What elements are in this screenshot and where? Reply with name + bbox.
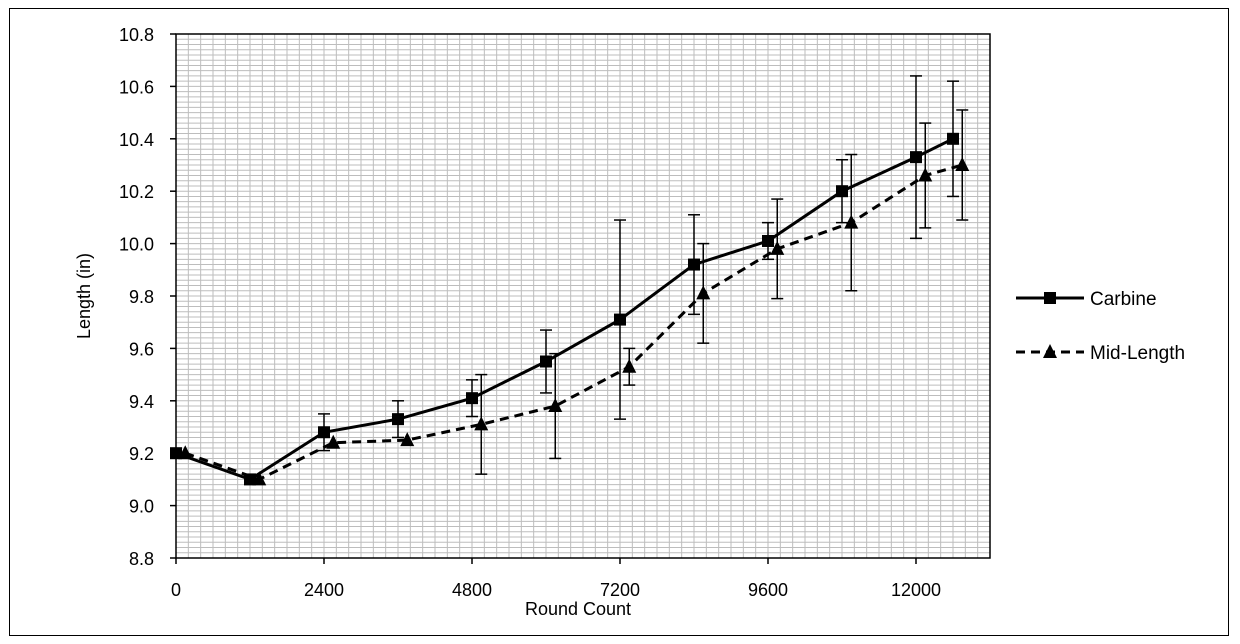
series-line [175,137,954,482]
y-tick-label: 10.8 [119,25,154,45]
data-point [326,434,341,449]
data-point [474,416,489,431]
x-tick-label: 9600 [748,580,788,600]
tick-labels: 8.8 9.0 9.2 9.4 9.6 9.8 10.0 10.2 10.4 10.6 10.8 0 2… [119,25,941,600]
y-tick-label: 10.4 [119,130,154,150]
y-tick-label: 9.2 [129,444,154,464]
legend-label: Mid-Length [1090,343,1185,364]
data-point [540,355,552,368]
y-tick-label: 9.6 [129,339,154,359]
data-point [178,445,193,460]
data-point [318,426,330,439]
x-tick-label: 4800 [452,580,492,600]
data-point [688,258,700,271]
axes [170,33,991,564]
x-tick-label: 2400 [304,580,344,600]
y-tick-label: 10.0 [119,235,154,255]
data-point [947,132,959,145]
y-tick-label: 9.4 [129,392,154,412]
legend: Carbine Mid-Length [1016,289,1185,364]
y-tick-label: 9.0 [129,497,154,517]
data-point [252,471,267,486]
data-point [910,151,922,164]
x-tick-label: 7200 [600,580,640,600]
legend-marker [1044,292,1056,304]
data-point [770,240,785,255]
x-tick-label: 12000 [891,580,941,600]
series-carbine [170,75,959,486]
series-line [184,163,963,482]
data-point [614,313,626,326]
data-point [466,392,478,405]
y-tick-label: 10.6 [119,77,154,97]
legend-marker [1043,344,1057,358]
y-tick-label: 10.2 [119,182,154,202]
y-tick-label: 9.8 [129,287,154,307]
x-tick-label: 0 [171,580,181,600]
legend-item: Carbine [1016,289,1157,310]
legend-label: Carbine [1090,289,1157,310]
data-point [170,447,182,460]
data-point [622,358,637,373]
legend-item: Mid-Length [1016,343,1185,364]
series-layer [170,75,970,486]
data-point [762,234,774,247]
data-point [548,398,563,413]
series-mid-length [178,109,970,486]
grid [176,34,990,558]
data-point [918,167,933,182]
data-point [955,157,970,171]
data-point [836,185,848,198]
data-point [696,285,711,300]
data-point [400,432,415,447]
y-tick-label: 8.8 [129,549,154,569]
x-axis-label: Round Count [525,599,631,619]
data-point [844,214,859,229]
y-axis-label: Length (in) [74,253,94,339]
data-point [392,413,404,426]
